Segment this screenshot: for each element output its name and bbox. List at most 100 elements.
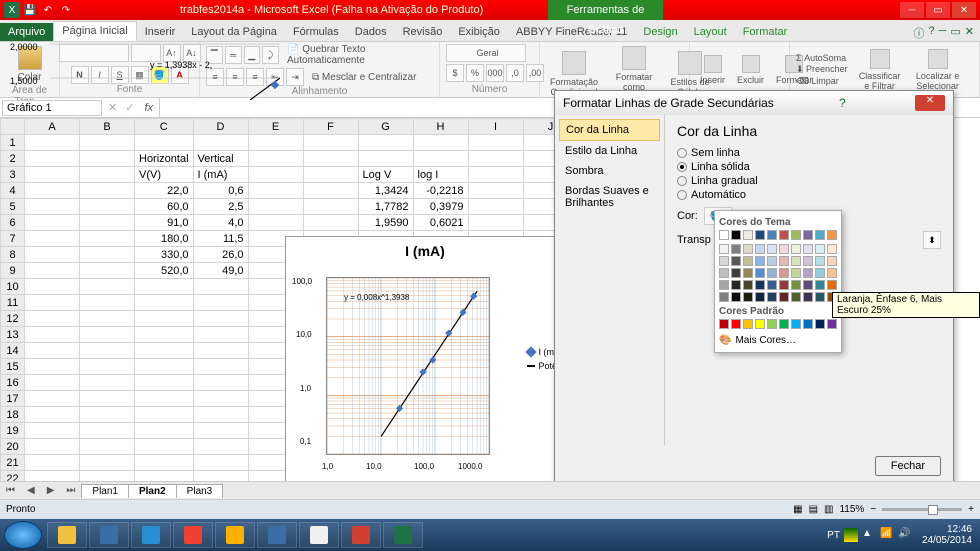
cell[interactable]: 11,5 bbox=[193, 231, 248, 247]
cell[interactable] bbox=[303, 215, 358, 231]
cell[interactable]: 180,0 bbox=[135, 231, 194, 247]
cell[interactable] bbox=[468, 151, 523, 167]
color-swatch[interactable] bbox=[791, 244, 801, 254]
more-colors-button[interactable]: 🎨Mais Cores… bbox=[719, 333, 837, 348]
percent-button[interactable]: % bbox=[466, 64, 484, 82]
help-icon[interactable]: ? bbox=[928, 25, 934, 41]
cell[interactable] bbox=[25, 471, 80, 482]
cell[interactable] bbox=[80, 455, 135, 471]
cell[interactable] bbox=[468, 135, 523, 151]
start-button[interactable] bbox=[4, 521, 42, 549]
tab-formulas[interactable]: Fórmulas bbox=[285, 23, 347, 41]
cell[interactable] bbox=[80, 199, 135, 215]
find-select-button[interactable]: Localizar e Selecionar bbox=[912, 47, 964, 93]
tab-chart-layout[interactable]: Layout bbox=[686, 23, 735, 41]
currency-button[interactable]: $ bbox=[446, 64, 464, 82]
zoom-in-button[interactable]: + bbox=[968, 504, 974, 515]
sheet-nav-first[interactable]: ⏮ bbox=[0, 485, 21, 496]
cell[interactable] bbox=[135, 311, 194, 327]
cell[interactable] bbox=[25, 455, 80, 471]
cell[interactable] bbox=[25, 327, 80, 343]
color-swatch[interactable] bbox=[827, 244, 837, 254]
cell[interactable] bbox=[80, 327, 135, 343]
color-swatch[interactable] bbox=[815, 280, 825, 290]
color-swatch[interactable] bbox=[803, 230, 813, 240]
cell[interactable] bbox=[358, 151, 413, 167]
cell[interactable] bbox=[248, 183, 303, 199]
color-swatch[interactable] bbox=[779, 244, 789, 254]
color-swatch[interactable] bbox=[719, 268, 729, 278]
color-swatch[interactable] bbox=[779, 230, 789, 240]
cell[interactable] bbox=[193, 135, 248, 151]
color-swatch[interactable] bbox=[755, 280, 765, 290]
cell[interactable]: log I bbox=[413, 167, 468, 183]
tray-clock[interactable]: 12:46 24/05/2014 bbox=[916, 524, 978, 546]
taskbar-app[interactable] bbox=[89, 522, 129, 548]
undo-icon[interactable]: ↶ bbox=[40, 2, 56, 18]
cell[interactable] bbox=[80, 439, 135, 455]
color-swatch[interactable] bbox=[815, 244, 825, 254]
color-swatch[interactable] bbox=[767, 244, 777, 254]
cell[interactable]: 2,5 bbox=[193, 199, 248, 215]
cell[interactable] bbox=[25, 279, 80, 295]
color-swatch[interactable] bbox=[815, 230, 825, 240]
cell[interactable]: 0,6 bbox=[193, 183, 248, 199]
wrap-text-button[interactable]: 📄 Quebrar Texto Automaticamente bbox=[287, 44, 433, 66]
color-swatch[interactable] bbox=[731, 268, 741, 278]
cell[interactable] bbox=[193, 327, 248, 343]
cell[interactable] bbox=[135, 439, 194, 455]
color-swatch[interactable] bbox=[827, 280, 837, 290]
color-swatch[interactable] bbox=[803, 256, 813, 266]
color-swatch[interactable] bbox=[731, 292, 741, 302]
view-normal-icon[interactable]: ▦ bbox=[793, 504, 802, 515]
view-page-icon[interactable]: ▤ bbox=[809, 504, 818, 515]
cell[interactable] bbox=[25, 151, 80, 167]
cell[interactable] bbox=[25, 247, 80, 263]
cell[interactable] bbox=[25, 231, 80, 247]
dialog-close-button[interactable]: ✕ bbox=[915, 95, 945, 111]
color-swatch[interactable] bbox=[731, 280, 741, 290]
autosum-button[interactable]: Σ AutoSoma bbox=[796, 53, 848, 63]
cell[interactable]: 0,3979 bbox=[413, 199, 468, 215]
cell[interactable] bbox=[135, 471, 194, 482]
sidebar-item-line-style[interactable]: Estilo da Linha bbox=[559, 141, 660, 161]
sheet-tab[interactable]: Plan2 bbox=[128, 484, 177, 498]
taskbar-app[interactable] bbox=[299, 522, 339, 548]
sidebar-item-shadow[interactable]: Sombra bbox=[559, 161, 660, 181]
inc-decimal-button[interactable]: ,0 bbox=[506, 64, 524, 82]
mdi-restore-icon[interactable]: ▭ bbox=[950, 25, 960, 41]
cell[interactable] bbox=[135, 407, 194, 423]
dialog-close-footer-button[interactable]: Fechar bbox=[875, 456, 941, 476]
color-swatch[interactable] bbox=[779, 292, 789, 302]
cell[interactable] bbox=[135, 423, 194, 439]
color-swatch[interactable] bbox=[767, 230, 777, 240]
cell[interactable] bbox=[468, 167, 523, 183]
radio-gradient-line[interactable]: Linha gradual bbox=[677, 175, 941, 187]
cell[interactable]: 60,0 bbox=[135, 199, 194, 215]
cell[interactable] bbox=[193, 423, 248, 439]
cell[interactable] bbox=[135, 343, 194, 359]
view-break-icon[interactable]: ▥ bbox=[824, 504, 833, 515]
tray-network-icon[interactable]: 📶 bbox=[880, 528, 894, 542]
cell[interactable] bbox=[358, 135, 413, 151]
cell[interactable]: Horizontal bbox=[135, 151, 194, 167]
taskbar-app[interactable] bbox=[257, 522, 297, 548]
radio-automatic[interactable]: Automático bbox=[677, 189, 941, 201]
close-button[interactable]: ✕ bbox=[952, 2, 976, 18]
cell[interactable] bbox=[135, 279, 194, 295]
color-swatch[interactable] bbox=[755, 244, 765, 254]
tab-format[interactable]: Formatar bbox=[735, 23, 796, 41]
taskbar-app[interactable] bbox=[341, 522, 381, 548]
color-swatch[interactable] bbox=[803, 244, 813, 254]
indent-inc-button[interactable]: ⇥ bbox=[286, 68, 304, 86]
transparency-spinner[interactable]: ⬍ bbox=[923, 231, 941, 249]
color-swatch[interactable] bbox=[803, 319, 813, 329]
color-swatch[interactable] bbox=[791, 280, 801, 290]
cell[interactable] bbox=[25, 423, 80, 439]
cell[interactable] bbox=[80, 183, 135, 199]
color-swatch[interactable] bbox=[731, 230, 741, 240]
cell[interactable] bbox=[80, 215, 135, 231]
cancel-formula-icon[interactable]: ✕ bbox=[104, 101, 121, 114]
color-swatch[interactable] bbox=[827, 319, 837, 329]
cell[interactable] bbox=[80, 231, 135, 247]
